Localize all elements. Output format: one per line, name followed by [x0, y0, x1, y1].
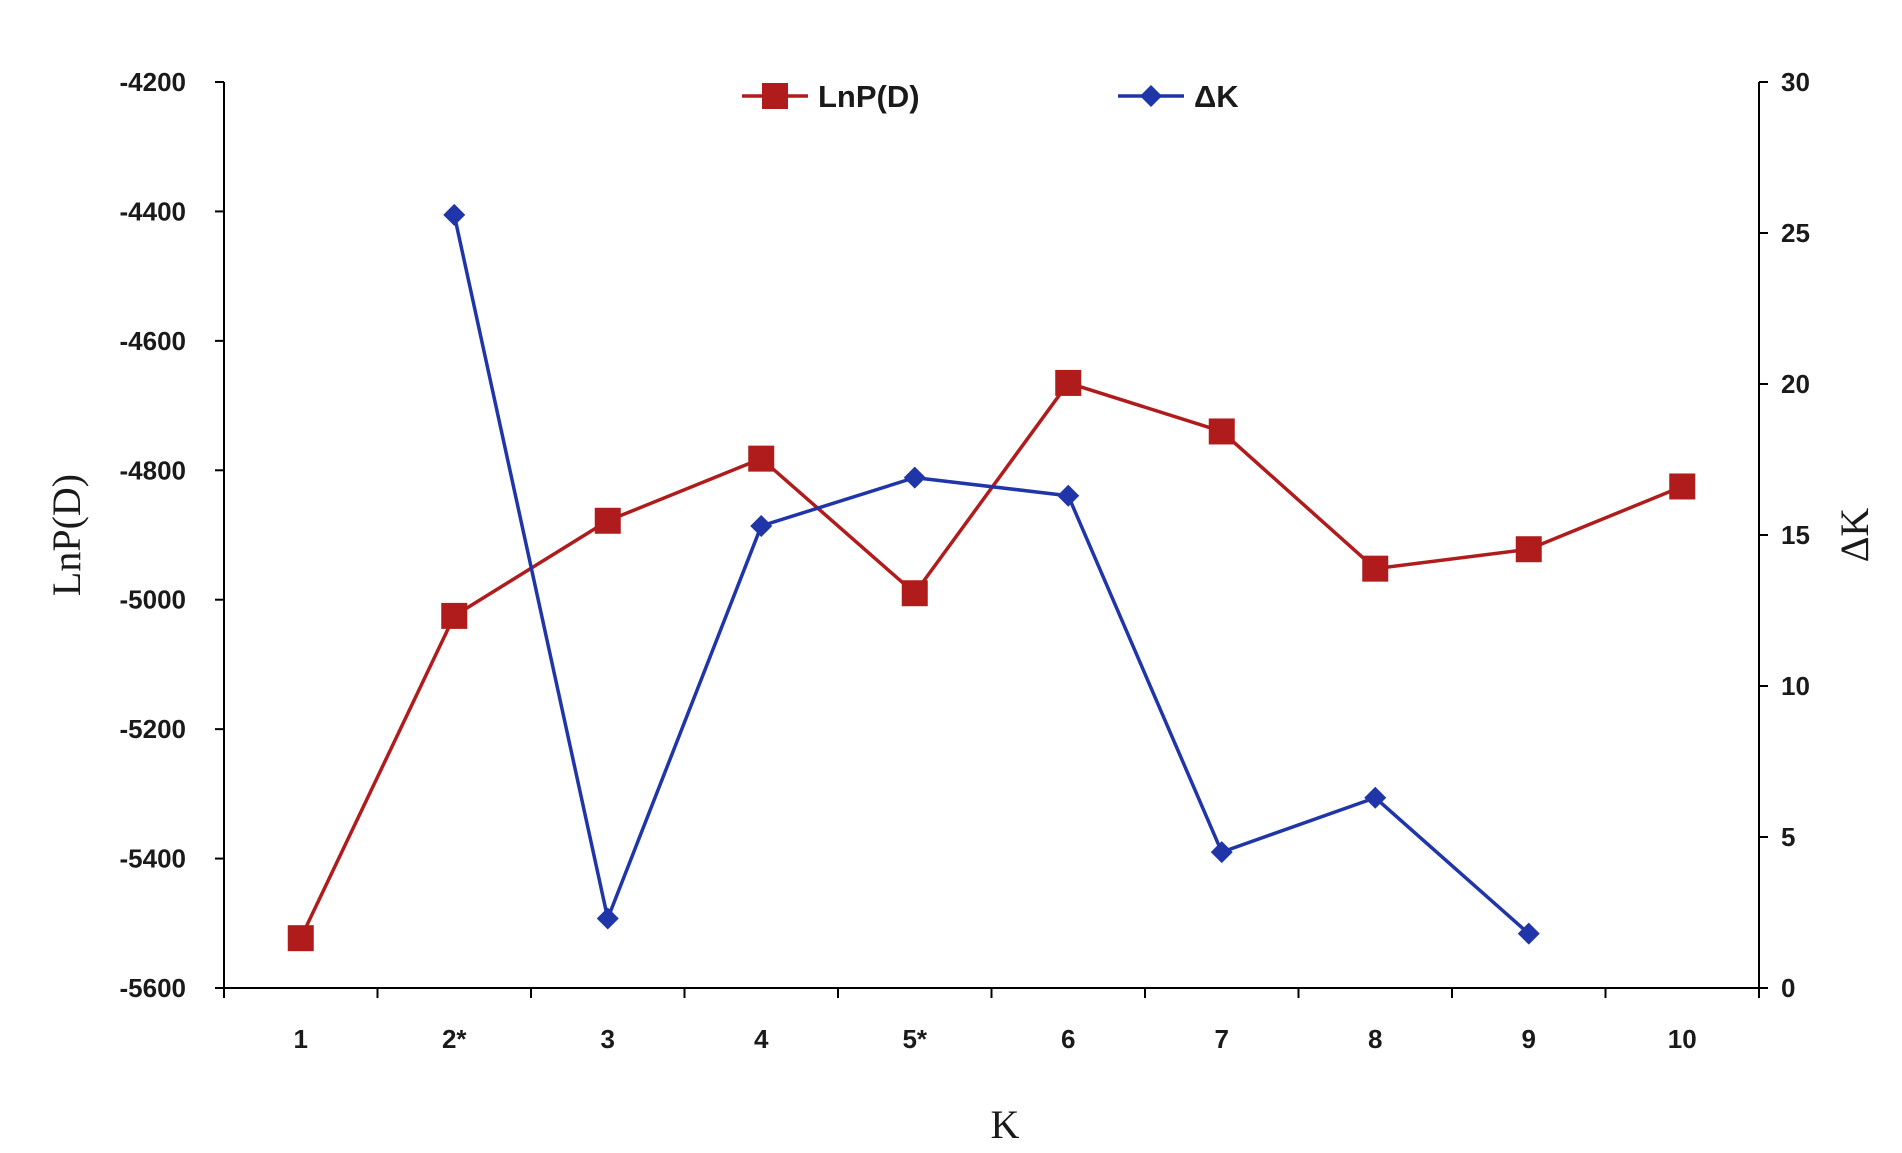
left-tick-label: -4200 — [120, 67, 187, 97]
data-point — [1517, 922, 1540, 945]
data-point — [594, 507, 621, 534]
y2-axis-title: ΔK — [1832, 508, 1877, 563]
data-point — [901, 580, 928, 607]
left-tick-label: -5600 — [120, 973, 187, 1003]
right-tick-label: 25 — [1781, 218, 1810, 248]
x-tick-label: 5* — [902, 1024, 927, 1054]
left-tick-label: -4800 — [120, 455, 187, 485]
x-tick-label: 1 — [294, 1024, 308, 1054]
right-tick-label: 15 — [1781, 520, 1810, 550]
legend-label-lnpd: LnP(D) — [818, 79, 920, 114]
right-tick-label: 20 — [1781, 369, 1810, 399]
x-tick-label: 4 — [754, 1024, 769, 1054]
legend-label-delta-k: ΔK — [1194, 79, 1239, 114]
data-point — [1364, 786, 1387, 809]
left-tick-label: -5200 — [120, 714, 187, 744]
left-tick-label: -5400 — [120, 844, 187, 874]
data-point — [750, 514, 773, 537]
legend-item-delta-k: ΔK — [1118, 79, 1239, 114]
x-axis-title: K — [991, 1102, 1020, 1147]
series-lnpd — [287, 369, 1696, 952]
right-tick-label: 30 — [1781, 67, 1810, 97]
y-axis-title: LnP(D) — [44, 474, 89, 596]
data-point — [1669, 473, 1696, 500]
x-tick-label: 10 — [1668, 1024, 1697, 1054]
right-tick-label: 0 — [1781, 973, 1795, 1003]
data-point — [1210, 841, 1233, 864]
plot-area: -4200 -4400 -4600 -4800 -5000 -5200 -5400 -5600… — [120, 67, 1810, 1054]
right-tick-label: 5 — [1781, 822, 1795, 852]
series-layer — [287, 203, 1696, 952]
x-tick-label: 8 — [1368, 1024, 1382, 1054]
data-point — [443, 203, 466, 226]
data-point — [1208, 418, 1235, 445]
data-point — [748, 445, 775, 472]
data-point — [596, 907, 619, 930]
series-line — [452, 214, 1530, 935]
x-tick-label: 6 — [1061, 1024, 1075, 1054]
data-point — [287, 925, 314, 952]
data-point — [903, 466, 926, 489]
legend-marker-delta-k — [1140, 85, 1162, 107]
x-tick-label: 7 — [1215, 1024, 1229, 1054]
legend-marker-lnpd — [762, 83, 788, 109]
left-tick-label: -4400 — [120, 196, 187, 226]
left-tick-label: -5000 — [120, 585, 187, 615]
axis-ticks: -4200 -4400 -4600 -4800 -5000 -5200 -5400 -5600… — [120, 67, 1810, 1054]
data-point — [441, 602, 468, 629]
series-delta-k — [443, 203, 1540, 945]
data-point — [1515, 536, 1542, 563]
data-point — [1057, 484, 1080, 507]
data-point — [1055, 369, 1082, 396]
x-tick-label: 3 — [601, 1024, 615, 1054]
right-tick-label: 10 — [1781, 671, 1810, 701]
x-tick-label: 2* — [442, 1024, 467, 1054]
left-tick-label: -4600 — [120, 326, 187, 356]
legend: LnP(D) ΔK — [742, 79, 1239, 114]
data-point — [1362, 555, 1389, 582]
legend-item-lnpd: LnP(D) — [742, 79, 920, 114]
x-tick-label: 9 — [1522, 1024, 1536, 1054]
